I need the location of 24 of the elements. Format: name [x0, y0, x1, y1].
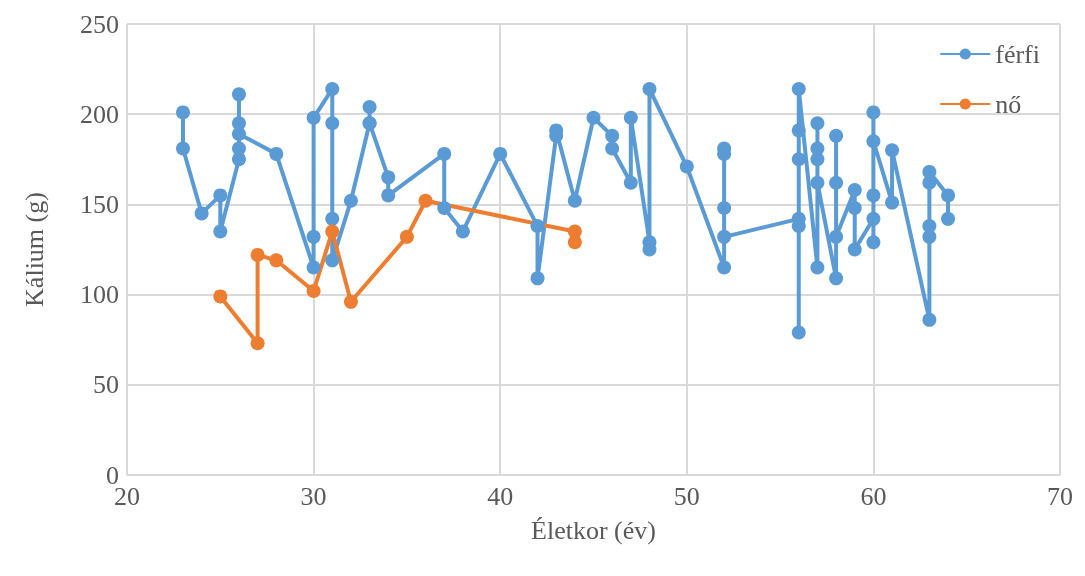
y-tick-label: 50 [93, 370, 119, 400]
point [250, 336, 265, 351]
y-tick-label: 200 [80, 99, 119, 129]
y-tick-label: 150 [80, 189, 119, 219]
y-tick-label: 250 [80, 9, 119, 39]
y-axis-title: Kálium (g) [19, 192, 49, 307]
point [418, 193, 433, 208]
legend-label: nő [995, 89, 1022, 119]
legend-label: férfi [995, 39, 1041, 69]
x-tick-label: 50 [673, 481, 700, 511]
x-tick-label: 30 [300, 481, 327, 511]
y-tick-label: 100 [80, 280, 119, 310]
x-tick-label: 60 [860, 481, 887, 511]
point [343, 294, 358, 309]
point [325, 224, 340, 239]
point [213, 289, 228, 304]
point [250, 247, 265, 262]
point [399, 229, 414, 244]
x-tick-label: 40 [487, 481, 514, 511]
point [269, 253, 284, 268]
point [567, 235, 582, 250]
x-axis-title: Életkor (év) [531, 515, 656, 545]
point [306, 284, 321, 298]
x-tick-label: 70 [1047, 481, 1073, 511]
